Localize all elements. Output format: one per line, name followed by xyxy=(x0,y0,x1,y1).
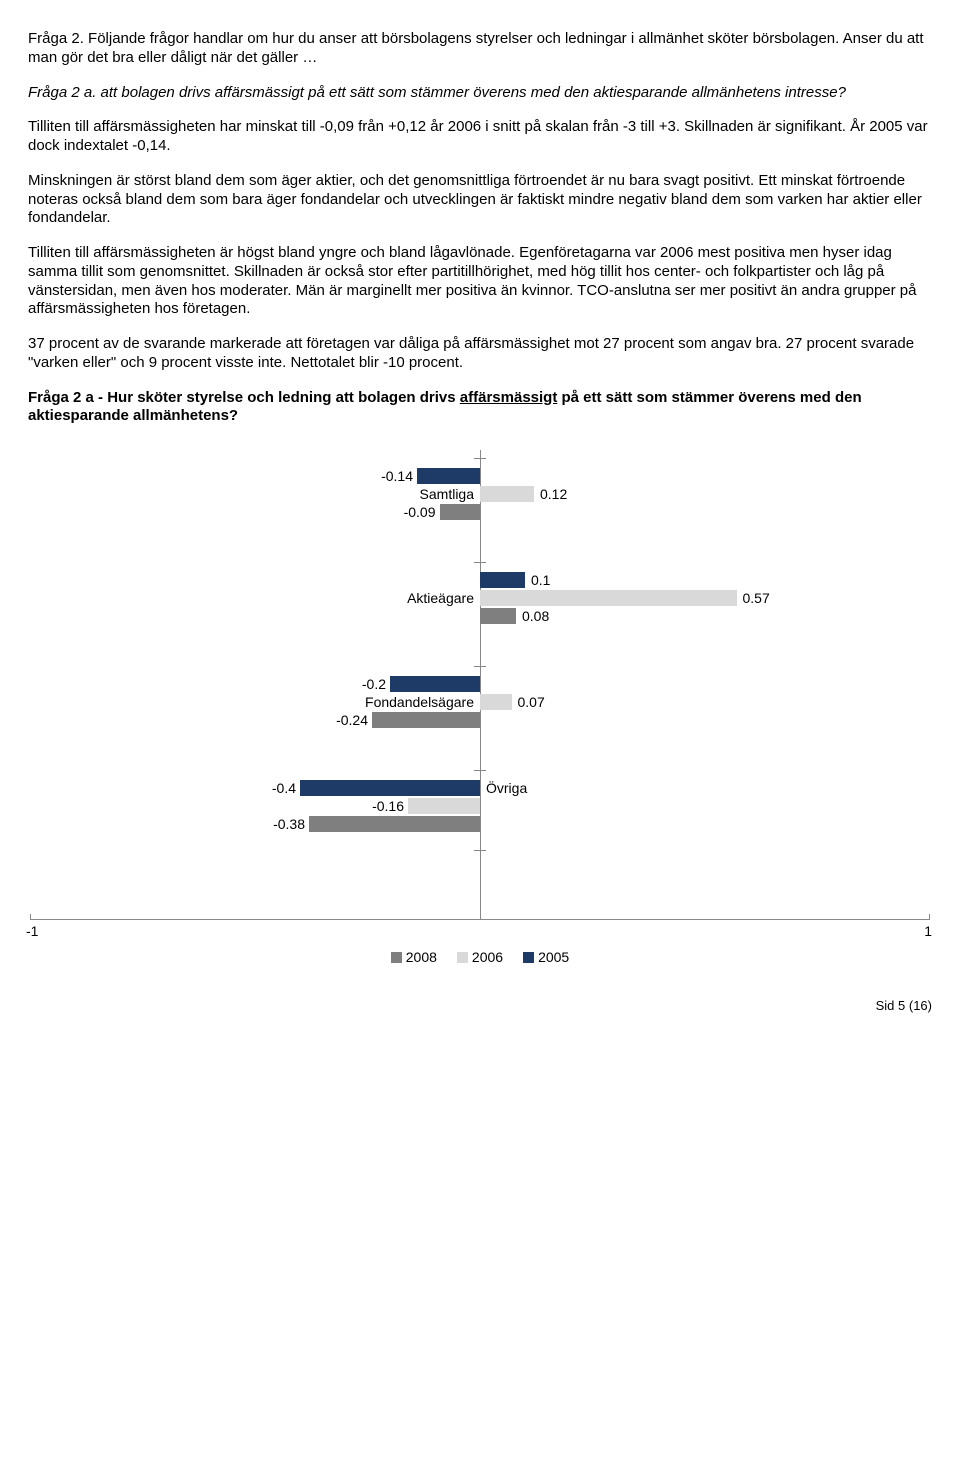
chart-bar: -0.4 xyxy=(300,780,480,796)
paragraph-5: Tilliten till affärsmässigheten är högst… xyxy=(28,244,932,319)
chart-legend: 2008 2006 2005 xyxy=(30,949,930,967)
page-footer: Sid 5 (16) xyxy=(28,998,932,1014)
axis-tick xyxy=(474,770,486,771)
legend-swatch xyxy=(523,952,534,963)
chart-bar: -0.2 xyxy=(390,676,480,692)
bar-value-label: -0.4 xyxy=(272,780,300,798)
legend-label: 2008 xyxy=(406,949,437,965)
legend-swatch xyxy=(391,952,402,963)
legend-label: 2005 xyxy=(538,949,569,965)
bar-value-label: -0.16 xyxy=(372,798,408,816)
legend-swatch xyxy=(457,952,468,963)
axis-tick xyxy=(474,666,486,667)
bar-value-label: 0.08 xyxy=(516,608,549,626)
bar-value-label: 0.57 xyxy=(737,590,770,608)
chart-x-axis xyxy=(30,919,930,920)
chart-bar: -0.09 xyxy=(440,504,481,520)
chart-bar: 0.57 xyxy=(480,590,737,606)
bar-value-label: 0.12 xyxy=(534,486,567,504)
paragraph-6: 37 procent av de svarande markerade att … xyxy=(28,335,932,373)
chart-bar: 0.12 xyxy=(480,486,534,502)
paragraph-1: Fråga 2. Följande frågor handlar om hur … xyxy=(28,30,932,68)
xlim-left-label: -1 xyxy=(26,923,38,941)
legend-item: 2006 xyxy=(457,949,503,967)
bar-value-label: -0.24 xyxy=(336,712,372,730)
paragraph-3: Tilliten till affärsmässigheten har mins… xyxy=(28,118,932,156)
category-label: Fondandelsägare xyxy=(365,694,474,712)
chart-bar: -0.38 xyxy=(309,816,480,832)
x-tick-right xyxy=(929,914,930,920)
legend-label: 2006 xyxy=(472,949,503,965)
chart-bar: -0.14 xyxy=(417,468,480,484)
bar-value-label: 0.07 xyxy=(512,694,545,712)
category-label: Samtliga xyxy=(420,486,474,504)
bar-value-label: -0.14 xyxy=(381,468,417,486)
axis-tick xyxy=(474,458,486,459)
chart-bar: -0.16 xyxy=(408,798,480,814)
bar-value-label: -0.09 xyxy=(404,504,440,522)
category-label: Övriga xyxy=(486,780,527,798)
chart-bar: 0.1 xyxy=(480,572,525,588)
chart-bar: 0.07 xyxy=(480,694,512,710)
legend-item: 2005 xyxy=(523,949,569,967)
chart-bar: -0.24 xyxy=(372,712,480,728)
paragraph-4: Minskningen är störst bland dem som äger… xyxy=(28,172,932,228)
chart: -1 1 -0.140.12-0.09Samtliga0.10.570.08Ak… xyxy=(30,450,930,970)
paragraph-2: Fråga 2 a. att bolagen drivs affärsmässi… xyxy=(28,84,932,103)
legend-item: 2008 xyxy=(391,949,437,967)
category-label: Aktieägare xyxy=(407,590,474,608)
axis-tick xyxy=(474,850,486,851)
chart-title: Fråga 2 a - Hur sköter styrelse och ledn… xyxy=(28,389,932,427)
axis-tick xyxy=(474,562,486,563)
bar-value-label: -0.2 xyxy=(362,676,390,694)
chart-title-underline: affärsmässigt xyxy=(460,389,558,406)
chart-bar: 0.08 xyxy=(480,608,516,624)
bar-value-label: 0.1 xyxy=(525,572,550,590)
xlim-right-label: 1 xyxy=(924,923,932,941)
x-tick-left xyxy=(30,914,31,920)
bar-value-label: -0.38 xyxy=(273,816,309,834)
chart-title-pre: Fråga 2 a - Hur sköter styrelse och ledn… xyxy=(28,389,460,406)
